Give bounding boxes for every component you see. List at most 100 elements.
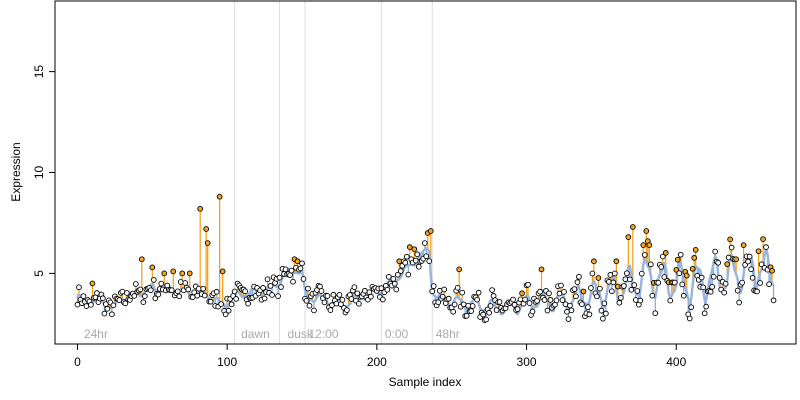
data-point xyxy=(544,307,551,314)
data-point xyxy=(311,307,317,314)
data-point xyxy=(324,293,331,299)
data-point xyxy=(474,296,480,303)
data-point xyxy=(318,288,325,294)
data-point xyxy=(763,244,769,251)
data-point xyxy=(603,310,609,317)
data-point xyxy=(689,265,696,272)
data-point xyxy=(421,240,428,246)
data-point xyxy=(640,242,647,248)
data-point xyxy=(89,280,96,287)
data-point xyxy=(463,313,470,319)
data-point xyxy=(638,270,645,277)
data-point xyxy=(267,283,274,289)
data-point xyxy=(459,289,466,296)
data-point xyxy=(745,258,751,265)
data-point xyxy=(100,295,106,302)
data-point xyxy=(641,252,648,258)
data-point xyxy=(623,270,630,277)
segment-label: 48hr xyxy=(436,327,460,341)
data-point xyxy=(709,283,716,290)
data-point xyxy=(679,281,686,288)
data-point xyxy=(174,288,181,295)
data-point xyxy=(204,240,211,246)
data-point xyxy=(186,270,193,277)
data-point xyxy=(411,246,418,253)
data-point xyxy=(758,261,765,268)
data-point xyxy=(553,297,560,304)
data-point xyxy=(715,259,722,266)
data-point xyxy=(643,228,650,234)
data-point xyxy=(207,298,214,305)
data-point xyxy=(496,299,503,305)
data-point xyxy=(225,307,232,314)
data-point xyxy=(522,296,528,303)
data-point xyxy=(746,253,753,260)
data-point xyxy=(393,286,400,293)
data-point xyxy=(147,287,154,294)
data-point xyxy=(297,265,304,272)
data-point xyxy=(454,284,461,291)
data-point xyxy=(579,301,585,308)
data-point xyxy=(683,272,690,279)
data-point xyxy=(671,279,678,286)
data-point xyxy=(591,258,597,265)
data-point xyxy=(511,301,518,308)
x-tick-label: 100 xyxy=(217,355,237,369)
data-point xyxy=(391,280,398,287)
segment-label: dusk xyxy=(288,327,314,341)
data-point xyxy=(661,274,668,280)
data-point xyxy=(589,270,596,277)
data-point xyxy=(733,256,739,263)
data-point xyxy=(597,285,603,292)
data-point xyxy=(646,242,653,248)
data-point xyxy=(529,308,536,315)
data-point xyxy=(385,273,392,280)
data-point xyxy=(394,271,401,278)
data-point xyxy=(585,304,591,310)
data-point xyxy=(423,253,430,260)
data-point xyxy=(565,316,572,322)
data-point xyxy=(637,297,644,304)
data-point xyxy=(558,282,564,289)
data-point xyxy=(140,299,147,306)
x-tick-label: 0 xyxy=(74,355,81,369)
data-point xyxy=(519,290,525,297)
data-point xyxy=(574,279,581,285)
data-point xyxy=(406,244,413,251)
data-point xyxy=(216,193,223,200)
data-point xyxy=(122,300,129,307)
data-point xyxy=(613,258,620,265)
data-point xyxy=(269,292,275,298)
data-point xyxy=(168,287,175,294)
data-point xyxy=(567,302,573,309)
data-point xyxy=(594,293,600,300)
data-point xyxy=(766,281,772,288)
data-point xyxy=(327,307,334,313)
data-point xyxy=(468,308,475,314)
data-point xyxy=(489,287,495,293)
data-point xyxy=(305,285,311,292)
data-point xyxy=(692,247,699,253)
observed-points xyxy=(74,193,777,323)
data-point xyxy=(606,278,612,285)
data-point xyxy=(124,290,130,296)
data-point xyxy=(138,256,145,263)
data-point xyxy=(264,276,271,283)
data-point xyxy=(700,284,707,291)
data-point xyxy=(667,297,674,304)
data-point xyxy=(441,286,448,293)
data-point xyxy=(104,305,111,312)
segment-label: 12:00 xyxy=(308,327,338,341)
data-point xyxy=(403,253,410,260)
data-point xyxy=(724,261,730,267)
data-point xyxy=(600,315,606,322)
data-point xyxy=(486,309,492,316)
data-point xyxy=(686,315,693,322)
data-point xyxy=(430,283,437,289)
data-point xyxy=(185,286,192,293)
data-point xyxy=(260,285,266,291)
data-point xyxy=(261,295,268,302)
data-point xyxy=(231,288,238,295)
data-point xyxy=(456,266,463,273)
